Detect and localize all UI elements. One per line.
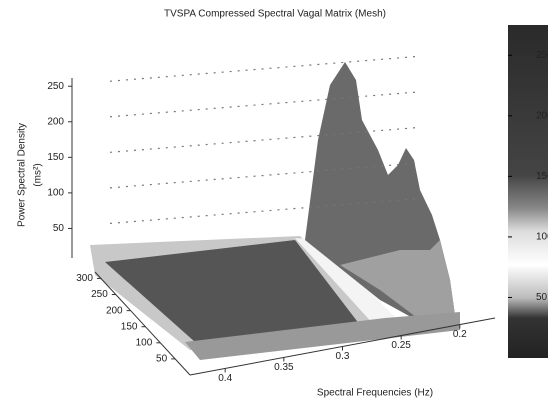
x-tick-label: 0.3	[336, 351, 350, 362]
colorbar-tick-label: 200	[536, 110, 548, 121]
z-tick-label: 150	[47, 152, 64, 163]
x-tick-label: 0.4	[218, 373, 232, 384]
colorbar-tick-label: 150	[536, 171, 548, 182]
y-tick-label: 100	[136, 337, 153, 348]
y-tick-label: 200	[106, 305, 123, 316]
z-tick-label: 100	[47, 188, 64, 199]
colorbar-tick-label: 100	[536, 232, 548, 243]
y-tick-label: 250	[91, 289, 108, 300]
z-tick-label: 200	[47, 116, 64, 127]
x-tick-label: 0.2	[453, 329, 467, 340]
colorbar-tick-label: 250	[536, 50, 548, 61]
y-tick-label: 300	[76, 273, 93, 284]
grid-line	[110, 56, 420, 81]
y-tick-label: 150	[121, 321, 138, 332]
z-tick-label: 250	[47, 81, 64, 92]
z-tick-label: 50	[53, 223, 65, 234]
chart-title: TVSPA Compressed Spectral Vagal Matrix (…	[164, 9, 386, 20]
surface	[72, 25, 548, 375]
x-tick-label: 0.35	[274, 362, 294, 373]
z-axis-label: (ms²)	[33, 163, 44, 186]
grid-line	[110, 92, 420, 117]
y-tick-label: 50	[156, 354, 168, 365]
x-axis-label: Spectral Frequencies (Hz)	[317, 388, 433, 399]
colorbar-tick-label: 50	[536, 292, 548, 303]
chart: TVSPA Compressed Spectral Vagal Matrix (…	[0, 0, 548, 403]
z-axis-label: Power Spectral Density	[17, 123, 28, 227]
x-tick-label: 0.25	[391, 340, 411, 351]
